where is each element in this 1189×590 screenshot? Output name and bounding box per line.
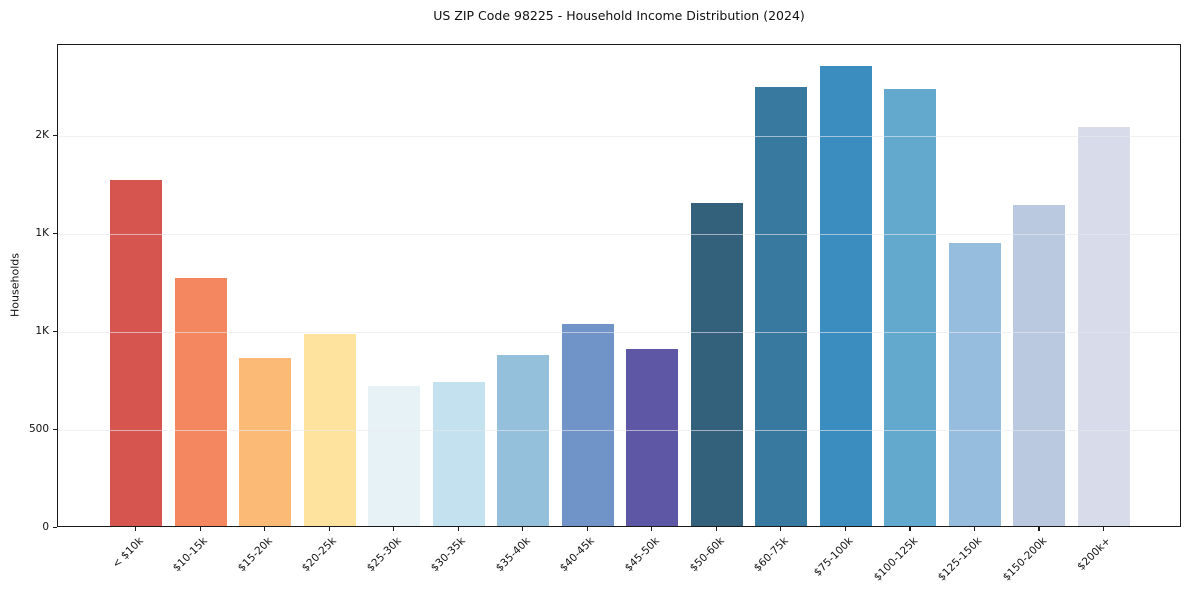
- y-tick-mark: [53, 134, 57, 137]
- bar-< $10k: [110, 180, 162, 526]
- y-tick-label: 500: [28, 422, 49, 435]
- x-tick-label: $35-40k: [493, 535, 533, 575]
- x-tick-label: < $10k: [109, 535, 146, 571]
- x-tick-mark: [522, 527, 524, 531]
- gridline: [58, 429, 1180, 431]
- x-tick-label: $20-25k: [299, 535, 340, 575]
- x-tick-label: $100-125k: [871, 535, 920, 584]
- x-tick-label: $45-50k: [622, 535, 662, 575]
- y-tick-mark: [53, 330, 57, 333]
- y-tick-label: 1K: [35, 324, 49, 337]
- bar-$25-30k: [368, 385, 421, 526]
- y-tick-label: 0: [42, 521, 49, 533]
- bar-$10-15k: [174, 278, 227, 526]
- x-tick-label: $125-150k: [935, 535, 985, 584]
- bar-$20-25k: [303, 333, 356, 526]
- x-tick-label: $60-75k: [751, 535, 791, 575]
- y-tick-label: 2K: [35, 128, 49, 141]
- bar-$50-60k: [690, 202, 743, 526]
- y-tick-mark: [53, 428, 57, 431]
- y-tick-mark: [53, 527, 57, 529]
- x-tick-label: $25-30k: [364, 535, 404, 575]
- x-tick-mark: [457, 527, 459, 531]
- bar-$100-125k: [884, 88, 937, 526]
- x-tick-mark: [844, 527, 847, 531]
- x-tick-mark: [586, 527, 588, 531]
- x-tick-mark: [264, 527, 266, 531]
- x-tick-label: $150-200k: [1000, 535, 1049, 584]
- x-tick-mark: [199, 527, 201, 531]
- bar-$30-35k: [432, 381, 485, 526]
- y-tick-label: 1K: [35, 226, 49, 239]
- x-tick-mark: [780, 527, 782, 531]
- x-tick-label: $200k+: [1075, 535, 1114, 573]
- bar-$75-100k: [819, 66, 872, 526]
- bar-$15-20k: [239, 358, 292, 526]
- x-tick-label: $10-15k: [170, 535, 211, 575]
- bar-$150-200k: [1013, 204, 1066, 526]
- x-tick-mark: [135, 527, 137, 531]
- y-tick-mark: [53, 232, 57, 235]
- bar-$45-50k: [626, 348, 679, 526]
- bar-$35-40k: [497, 355, 550, 526]
- x-tick-mark: [651, 527, 653, 531]
- x-tick-label: $50-60k: [687, 535, 727, 575]
- plot-area: [57, 44, 1181, 527]
- bar-$40-45k: [561, 324, 614, 526]
- y-axis-label: Households: [8, 253, 22, 317]
- bar-$125-150k: [948, 242, 1001, 526]
- x-tick-label: $15-20k: [235, 535, 275, 575]
- chart-title: US ZIP Code 98225 - Household Income Dis…: [433, 8, 805, 23]
- x-tick-label: $75-100k: [811, 535, 856, 579]
- gridline: [58, 233, 1180, 235]
- x-tick-label: $40-45k: [558, 535, 598, 575]
- x-tick-mark: [328, 527, 330, 531]
- bar-$60-75k: [755, 86, 808, 526]
- x-tick-mark: [393, 527, 395, 531]
- bar-$200k+: [1077, 127, 1130, 526]
- x-tick-mark: [909, 527, 911, 531]
- x-tick-label: $30-35k: [429, 535, 469, 575]
- gridline: [58, 331, 1180, 333]
- x-tick-mark: [715, 527, 717, 531]
- x-tick-mark: [1038, 527, 1040, 531]
- gridline: [58, 135, 1180, 137]
- x-tick-mark: [1102, 527, 1105, 531]
- x-tick-mark: [973, 527, 976, 531]
